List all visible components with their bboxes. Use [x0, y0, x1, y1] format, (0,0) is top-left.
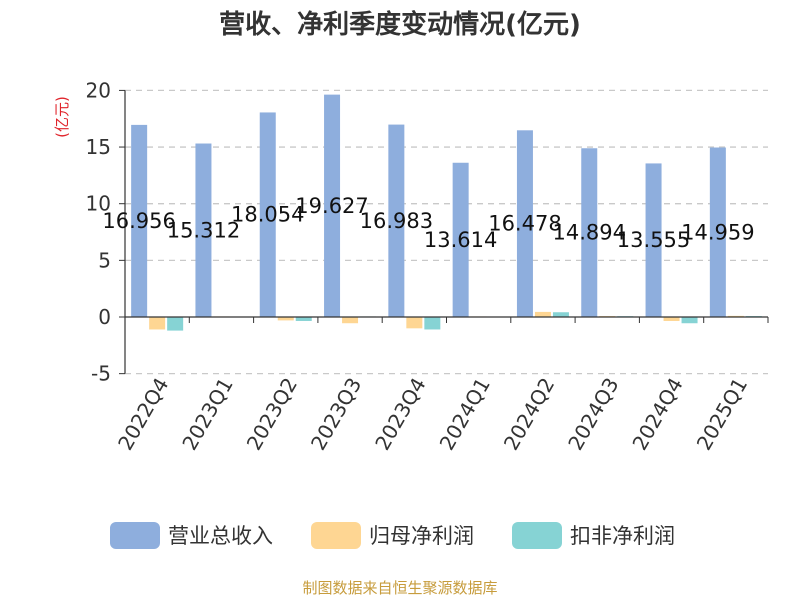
data-labels: 16.95615.31218.05419.62716.98313.61416.4…	[102, 194, 754, 252]
legend-item-0[interactable]: 营业总收入	[110, 522, 273, 549]
y-tick-label: 10	[86, 192, 111, 216]
data-label: 13.614	[424, 228, 497, 252]
x-tick-label: 2022Q4	[113, 374, 173, 455]
bar-series-0-2023Q2	[259, 112, 276, 317]
x-tick-label: 2025Q1	[692, 374, 752, 455]
bar-series-0-2023Q1	[195, 143, 212, 317]
legend: 营业总收入 归母净利润 扣非净利润	[110, 522, 675, 549]
legend-swatch	[512, 522, 562, 549]
bar-series-1-2022Q4	[149, 317, 166, 330]
data-label: 14.959	[681, 220, 754, 244]
bar-series-2-2024Q4	[681, 317, 698, 324]
bar-series-1-2023Q4	[406, 317, 423, 329]
data-label: 16.478	[488, 212, 561, 236]
chart-title: 营收、净利季度变动情况(亿元)	[219, 9, 581, 40]
axes: -5 0 5 10 15 20 2022Q4 2023Q1 2023Q2 2023Q3 2023Q4…	[86, 78, 769, 455]
data-label: 18.054	[231, 203, 304, 227]
y-tick-label: 5	[98, 248, 111, 272]
bar-series-0-2024Q1	[452, 162, 469, 317]
data-label: 13.555	[617, 228, 690, 252]
bar-series-1-2023Q2	[277, 317, 294, 321]
bar-series-2-2024Q2	[552, 312, 569, 317]
data-label: 16.983	[360, 209, 433, 233]
x-tick-label: 2024Q3	[563, 374, 623, 455]
bar-series-2-2023Q4	[424, 317, 441, 330]
x-tick-label: 2023Q2	[242, 374, 302, 455]
bar-series-0-2024Q2	[516, 130, 533, 317]
bar-series-0-2023Q4	[388, 124, 405, 317]
gridlines	[125, 89, 768, 375]
y-tick-label: 20	[86, 78, 111, 102]
bar-series-1-2023Q3	[342, 317, 359, 324]
legend-swatch	[311, 522, 361, 549]
bar-series-0-2022Q4	[131, 124, 148, 317]
data-label: 15.312	[167, 218, 240, 242]
bar-series-0-2025Q1	[709, 147, 726, 317]
y-axis-unit-label: (亿元)	[53, 96, 71, 138]
data-label: 19.627	[295, 194, 368, 218]
legend-swatch	[110, 522, 160, 549]
x-tick-label: 2024Q1	[435, 374, 495, 455]
legend-label: 归母净利润	[369, 524, 474, 548]
legend-label: 营业总收入	[168, 524, 273, 548]
bar-series-2-2022Q4	[167, 317, 184, 331]
data-label: 16.956	[102, 209, 175, 233]
bar-series-2-2023Q2	[295, 317, 312, 321]
y-tick-label: 0	[98, 305, 111, 329]
bar-series-0-2024Q3	[581, 148, 598, 317]
x-tick-label: 2023Q3	[306, 374, 366, 455]
x-tick-label: 2024Q4	[627, 374, 687, 455]
bar-series-0-2023Q3	[324, 94, 341, 317]
x-tick-label: 2024Q2	[499, 374, 559, 455]
legend-item-2[interactable]: 扣非净利润	[512, 522, 675, 549]
legend-item-1[interactable]: 归母净利润	[311, 522, 474, 549]
bar-series-0-2024Q4	[645, 163, 662, 317]
bars	[131, 94, 762, 331]
legend-label: 扣非净利润	[570, 524, 675, 548]
x-tick-label: 2023Q4	[370, 374, 430, 455]
y-tick-label: 15	[86, 135, 111, 159]
x-tick-label: 2023Q1	[177, 374, 237, 455]
bar-series-1-2024Q4	[663, 317, 680, 321]
source-note: 制图数据来自恒生聚源数据库	[302, 579, 497, 597]
bar-series-1-2024Q2	[534, 311, 551, 317]
data-label: 14.894	[553, 221, 626, 245]
y-tick-label: -5	[91, 362, 111, 386]
